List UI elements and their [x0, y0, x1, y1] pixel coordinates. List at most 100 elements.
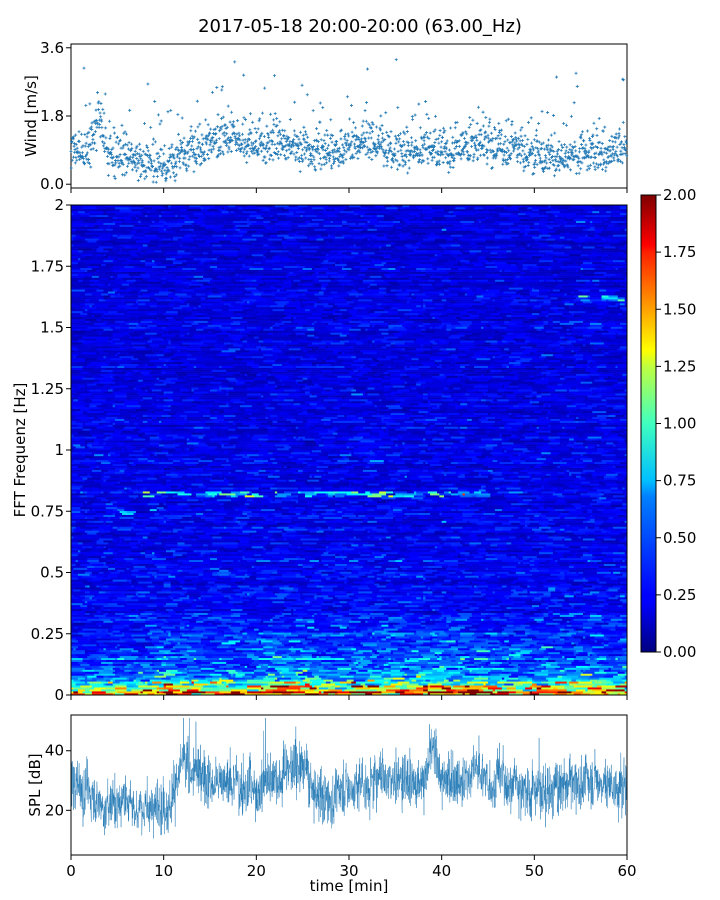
spectrogram-cell — [71, 651, 86, 655]
spectrogram-cell — [254, 659, 259, 662]
spectrogram-cell — [293, 665, 301, 668]
spectrogram-cell — [89, 683, 97, 686]
spectrogram-cell — [77, 655, 86, 659]
spectrogram-cell — [300, 649, 306, 653]
spectrogram-cell — [244, 630, 257, 633]
wind-point — [552, 174, 556, 178]
spectrogram-cell — [121, 632, 125, 635]
spectrogram-cell — [302, 642, 308, 645]
spectrogram-cell — [142, 689, 153, 692]
spectrogram-cell — [390, 646, 403, 649]
spectrogram-cell — [186, 640, 202, 643]
spectrogram-cell — [154, 626, 158, 629]
spectrogram-cell — [432, 634, 438, 637]
spectrogram-cell — [344, 649, 359, 653]
spectrogram-cell — [369, 614, 378, 617]
wind-point — [141, 149, 145, 153]
spectrogram-cell — [450, 653, 456, 657]
wind-point — [144, 174, 148, 178]
spectrogram-cell — [552, 620, 568, 623]
spectrogram-cell — [115, 634, 125, 637]
wind-point — [476, 148, 480, 152]
spectrogram-cell — [293, 669, 297, 672]
spectrogram-cell — [219, 679, 234, 682]
spectrogram-cell — [432, 665, 440, 668]
spectrogram-cell — [601, 618, 605, 621]
spectrogram-cell — [365, 640, 378, 643]
spectrogram-cell — [497, 632, 503, 635]
wind-point — [146, 82, 150, 86]
spectrogram-cell — [499, 640, 505, 643]
wind-point — [128, 108, 132, 112]
spectrogram-cell — [494, 612, 498, 615]
spectrogram-cell — [434, 608, 440, 612]
spectrogram-cell — [504, 612, 510, 615]
spectrogram-cell — [82, 691, 93, 694]
spectrogram-cell — [589, 634, 605, 637]
spectrogram-cell — [124, 665, 130, 668]
spectrogram-cell — [603, 663, 619, 666]
spectrogram-cell — [460, 634, 463, 637]
spectrogram-cell — [205, 647, 213, 651]
spectrogram-cell — [138, 630, 141, 633]
spectrogram-cell — [293, 679, 299, 682]
spectrogram-cell — [492, 691, 498, 694]
spectrogram-cell — [606, 610, 614, 613]
spectrogram-cell — [154, 663, 162, 666]
spectrogram-cell — [77, 626, 88, 629]
spectrogram-cell — [409, 661, 415, 664]
spectrogram-cell — [286, 661, 290, 664]
spectrogram-cell — [576, 689, 586, 692]
spectrogram-cell — [126, 651, 141, 655]
spectrogram-cell — [355, 630, 361, 633]
wind-point — [531, 148, 535, 152]
spectrogram-cell — [91, 667, 104, 670]
spectrogram-cell — [506, 606, 512, 610]
spectrogram-cell — [279, 610, 283, 613]
spectrogram-cell — [228, 685, 236, 688]
wind-point — [77, 139, 81, 143]
spectrogram-cell — [437, 638, 442, 641]
wind-point — [410, 140, 414, 144]
spectrogram-cell — [432, 612, 442, 615]
spectrogram-cell — [529, 691, 533, 694]
wind-point — [110, 148, 114, 152]
spectrogram-cell — [314, 610, 317, 613]
spectrogram-cell — [418, 649, 431, 653]
wind-point — [257, 119, 261, 123]
spectrogram-cell — [557, 687, 565, 690]
spectrogram-cell — [145, 669, 155, 672]
spectrogram-cell — [214, 636, 227, 639]
wind-point — [585, 129, 589, 133]
spectrogram-cell — [300, 628, 303, 631]
wind-point — [384, 148, 388, 152]
spectrogram-cell — [184, 677, 188, 680]
spectrogram-cell — [302, 604, 313, 608]
spectrogram-cell — [170, 632, 181, 635]
wind-point — [312, 158, 316, 162]
spectrogram-cell — [325, 616, 341, 619]
spectrogram-cell — [311, 683, 322, 686]
spectrogram-cell — [441, 671, 449, 674]
spectrogram-cell — [589, 638, 605, 641]
spectrogram-cell — [321, 659, 336, 662]
spectrogram-cell — [126, 663, 130, 666]
wind-point — [140, 159, 144, 163]
spectrogram-cell — [108, 681, 113, 684]
spectrogram-cell — [360, 683, 366, 686]
spectrogram-cell — [388, 667, 403, 670]
wind-point — [303, 145, 307, 149]
spectrogram-cell — [328, 667, 334, 670]
spectrogram-cell — [548, 677, 563, 680]
spectrogram-cell — [564, 659, 575, 662]
spectrogram-cell — [230, 610, 246, 613]
spectrogram-cell — [103, 677, 113, 680]
spectrogram-cell — [191, 687, 202, 690]
spectrogram-cell — [620, 638, 628, 641]
spectrogram-cell — [221, 640, 229, 643]
spectrogram-cell — [142, 681, 146, 684]
spectrogram-cell — [163, 620, 169, 623]
spectrogram-cell — [367, 634, 373, 637]
spectrogram-cell — [413, 634, 419, 637]
wind-point — [196, 137, 200, 141]
